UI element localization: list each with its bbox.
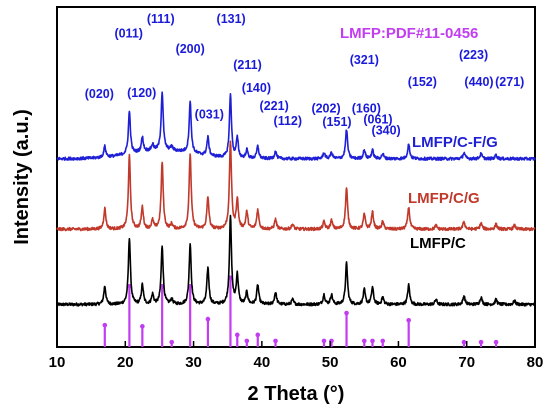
x-tick-label: 80 <box>527 354 544 371</box>
peak-label: (211) <box>233 58 262 72</box>
peak-label: (321) <box>350 53 379 67</box>
reference-peak-marker <box>478 339 484 345</box>
series-labels: LMFP/C LMFP/C/G LMFP/C-F/G <box>408 134 498 252</box>
series-label: LMFP/C <box>410 235 466 252</box>
peak-label: (152) <box>408 75 437 89</box>
reference-peak-marker <box>406 317 411 323</box>
peak-annotations: (020) (011) (120) (111) (200) (131) (211) (031)… <box>85 12 525 138</box>
reference-peak-marker <box>493 339 499 345</box>
peak-label: (031) <box>195 108 224 122</box>
reference-peak-marker <box>273 338 278 344</box>
reference-peak-marker <box>102 322 108 328</box>
peak-label: (151) <box>322 115 351 129</box>
reference-peak-marker <box>380 338 386 344</box>
y-axis-title: Intensity (a.u.) <box>11 109 33 245</box>
reference-peak-marker <box>244 338 250 344</box>
peak-label: (223) <box>459 48 488 62</box>
peak-label: (011) <box>114 26 143 40</box>
peak-label: (340) <box>372 124 401 138</box>
series-line <box>56 91 536 161</box>
peak-label: (120) <box>127 86 156 100</box>
x-tick-label: 20 <box>117 354 134 371</box>
series-line <box>56 214 536 307</box>
reference-pattern <box>102 275 499 347</box>
x-axis-title: 2 Theta (°) <box>248 383 345 405</box>
x-tick-label: 50 <box>322 354 339 371</box>
diffraction-patterns <box>56 91 536 307</box>
peak-label: (140) <box>242 81 271 95</box>
reference-title: LMFP:PDF#11-0456 <box>340 25 478 42</box>
peak-label: (221) <box>260 99 289 113</box>
peak-label: (020) <box>85 87 114 101</box>
x-tick-label: 70 <box>458 354 475 371</box>
peak-label: (131) <box>217 12 246 26</box>
x-tick-label: 40 <box>254 354 271 371</box>
reference-peak-marker <box>344 310 349 316</box>
peak-label: (271) <box>495 75 524 89</box>
x-tick-label: 60 <box>390 354 407 371</box>
reference-peak-marker <box>140 324 145 329</box>
peak-label: (111) <box>147 12 175 26</box>
reference-peak-marker <box>361 338 367 344</box>
series-line <box>56 140 536 232</box>
x-tick-label: 10 <box>49 354 66 371</box>
peak-label: (160) <box>352 102 381 116</box>
reference-peak-marker <box>205 316 211 322</box>
x-axis-ticks: 10 20 30 40 50 60 70 80 <box>49 341 544 371</box>
reference-peak-marker <box>234 332 240 338</box>
series-label: LMFP/C-F/G <box>412 134 498 151</box>
peak-label: (200) <box>176 42 205 56</box>
reference-peak-marker <box>169 339 175 345</box>
peak-label: (440) <box>464 75 493 89</box>
peak-label: (112) <box>274 114 303 128</box>
x-tick-label: 30 <box>185 354 202 371</box>
reference-peak-marker <box>461 339 467 345</box>
peak-label: (202) <box>311 102 340 116</box>
peak-label: (061) <box>363 113 392 127</box>
reference-peak-marker <box>255 332 261 338</box>
reference-peak-marker <box>370 338 375 344</box>
plot-area-frame <box>56 6 536 348</box>
reference-peak-marker <box>321 338 327 344</box>
series-label: LMFP/C/G <box>408 190 480 207</box>
